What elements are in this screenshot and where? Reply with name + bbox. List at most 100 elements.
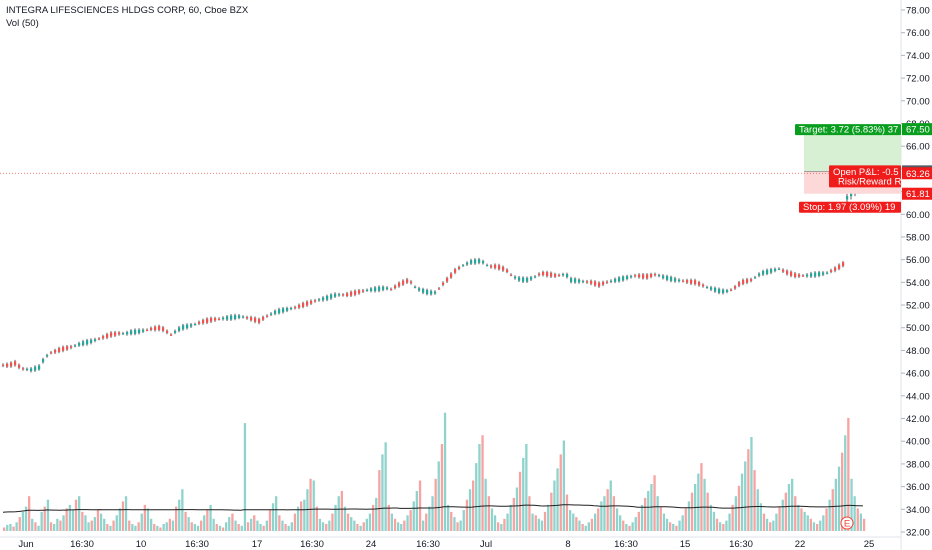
volume-bar <box>262 525 265 531</box>
x-tick-label: 25 <box>864 539 875 550</box>
candle-body <box>438 288 441 290</box>
volume-bar <box>53 524 56 531</box>
volume-bar <box>256 520 259 531</box>
volume-bar <box>640 504 644 531</box>
volume-bar <box>453 517 456 531</box>
volume-bar <box>565 494 569 531</box>
candle-body <box>730 289 733 291</box>
candle-body <box>566 274 569 278</box>
volume-bar <box>540 520 544 531</box>
target-price-tag-text: 67.50 <box>906 125 930 136</box>
volume-bar <box>522 457 525 531</box>
volume-bar <box>831 489 834 531</box>
volume-bar <box>628 525 631 531</box>
volume-bar <box>106 524 109 531</box>
candle-body <box>26 368 29 370</box>
volume-bar <box>390 513 393 531</box>
candle-body <box>694 280 697 285</box>
volume-bar <box>731 504 734 531</box>
candle-body <box>346 293 349 296</box>
volume-bar <box>40 511 43 531</box>
volume-bar <box>750 437 753 531</box>
candle-body <box>42 359 45 363</box>
candle-body <box>778 268 781 270</box>
volume-bar <box>300 501 303 531</box>
volume-bar <box>531 513 534 531</box>
candle-body <box>774 268 777 271</box>
candle-body <box>134 329 137 334</box>
volume-bar <box>121 501 125 531</box>
volume-bar <box>225 522 228 531</box>
candle-body <box>478 259 481 263</box>
candle-body <box>342 294 345 296</box>
volume-bar <box>684 508 687 531</box>
volume-bar <box>537 518 540 531</box>
volume-bar <box>318 518 322 531</box>
candle-body <box>130 330 133 335</box>
candle-body <box>302 303 305 307</box>
volume-bar <box>137 522 140 531</box>
candle-body <box>442 282 445 285</box>
candle-body <box>22 368 25 370</box>
candle-body <box>358 290 361 294</box>
candle-body <box>74 345 77 347</box>
volume-bar <box>265 520 268 531</box>
candle-body <box>122 333 125 335</box>
candle-body <box>322 297 325 301</box>
candle-body <box>630 276 633 278</box>
volume-bar <box>81 511 84 531</box>
candle-body <box>814 272 817 277</box>
volume-bar <box>450 511 453 531</box>
volume-bar <box>462 510 465 531</box>
candle-body <box>422 289 425 293</box>
candle-body <box>734 286 737 289</box>
candle-body <box>142 329 145 332</box>
candle-body <box>526 277 529 282</box>
candle-body <box>822 272 825 275</box>
candle-body <box>310 300 313 304</box>
candle-body <box>286 308 289 311</box>
volume-bar <box>406 515 409 531</box>
volume-bar <box>765 518 769 531</box>
candle-body <box>834 267 837 271</box>
candle-body <box>518 277 521 281</box>
volume-bar <box>619 515 622 531</box>
volume-bar <box>706 492 709 531</box>
candle-body <box>482 261 485 264</box>
candle-body <box>58 348 61 352</box>
volume-bar <box>393 518 397 531</box>
volume-bar <box>662 513 666 531</box>
volume-bar <box>825 508 828 531</box>
volume-bar <box>528 496 531 531</box>
candle-body <box>150 327 153 330</box>
y-tick-label: 60.00 <box>906 210 930 221</box>
volume-bar <box>518 471 522 531</box>
volume-bar <box>150 518 153 531</box>
volume-bar <box>797 504 800 531</box>
volume-bar <box>556 468 559 531</box>
candle-body <box>426 290 429 295</box>
candle-body <box>722 289 725 294</box>
volume-bar <box>212 518 215 531</box>
x-tick-label: Jun <box>18 539 33 550</box>
volume-bar <box>362 522 365 531</box>
volume-bar <box>781 499 784 531</box>
volume-bar <box>184 511 187 531</box>
candle-body <box>754 277 757 279</box>
volume-bar <box>9 524 12 531</box>
candle-body <box>690 279 693 284</box>
candle-body <box>234 315 237 319</box>
volume-bar <box>343 506 347 531</box>
candle-body <box>10 362 13 367</box>
candle-body <box>418 288 421 291</box>
volume-bar <box>625 524 628 531</box>
candle-body <box>666 276 669 280</box>
x-tick-label: Jul <box>480 539 492 550</box>
volume-bar <box>478 444 481 531</box>
candle-body <box>550 272 553 277</box>
volume-bar <box>218 525 222 531</box>
stop-label-bg <box>799 201 901 213</box>
volume-bar <box>290 522 293 531</box>
candle-body <box>766 269 769 274</box>
